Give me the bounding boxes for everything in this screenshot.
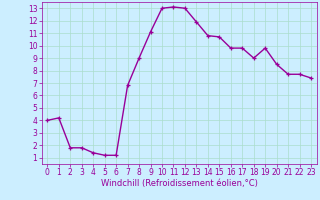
X-axis label: Windchill (Refroidissement éolien,°C): Windchill (Refroidissement éolien,°C) — [101, 179, 258, 188]
